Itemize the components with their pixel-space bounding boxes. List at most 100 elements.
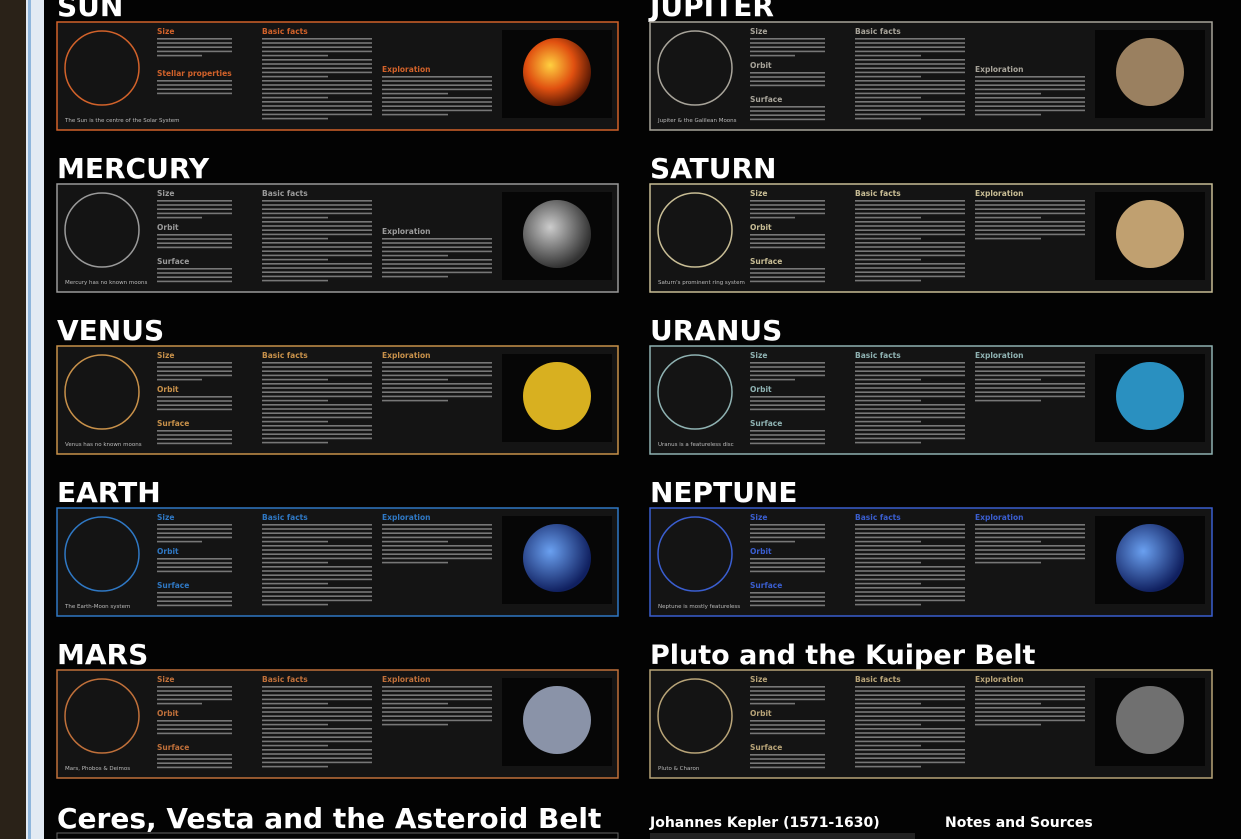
text-line — [382, 528, 492, 530]
text-line — [382, 374, 492, 377]
text-line — [975, 229, 1085, 231]
planet-title: SUN — [57, 0, 123, 23]
text-line — [157, 246, 232, 249]
text-line — [262, 67, 372, 69]
text-line — [750, 758, 825, 760]
text-line — [157, 374, 232, 377]
text-line — [157, 570, 232, 573]
text-line — [750, 604, 825, 607]
text-line — [262, 46, 372, 48]
section-label: Orbit — [157, 709, 179, 718]
text-line — [855, 686, 965, 688]
text-line — [750, 366, 825, 368]
section-label: Size — [750, 27, 767, 36]
text-line — [855, 574, 965, 576]
section-label: Size — [750, 189, 767, 198]
text-line — [157, 766, 232, 769]
section-label: Exploration — [975, 189, 1023, 198]
text-line — [157, 430, 232, 432]
text-line — [750, 766, 825, 769]
text-line — [382, 113, 448, 116]
text-line — [262, 686, 372, 688]
text-line — [855, 757, 965, 759]
text-line — [262, 113, 372, 116]
section-label: Size — [157, 27, 174, 36]
section-label: Size — [157, 513, 174, 522]
section-label: Basic facts — [855, 189, 901, 198]
text-line — [855, 96, 921, 99]
text-line — [750, 558, 825, 560]
text-line — [262, 366, 372, 368]
caption: The Earth-Moon system — [64, 604, 130, 610]
text-line — [157, 92, 232, 95]
text-line — [975, 109, 1085, 112]
section-label: Basic facts — [855, 351, 901, 360]
text-line — [975, 690, 1085, 692]
text-line — [262, 242, 372, 244]
text-line — [975, 532, 1085, 534]
text-line — [382, 686, 492, 688]
planet-outline — [657, 354, 733, 430]
text-line — [750, 216, 795, 219]
text-line — [975, 528, 1085, 530]
text-line — [855, 246, 965, 248]
text-line — [975, 698, 1085, 701]
text-line — [157, 280, 232, 283]
section-label: Exploration — [382, 675, 430, 684]
text-line — [855, 229, 965, 231]
section-label: Size — [750, 351, 767, 360]
text-line — [750, 408, 825, 411]
section-label: Orbit — [750, 709, 772, 718]
text-line — [262, 237, 328, 240]
text-line — [262, 258, 328, 261]
text-line — [382, 702, 448, 705]
text-line — [750, 80, 825, 82]
text-line — [855, 63, 965, 65]
text-line — [750, 46, 825, 48]
section-label: Size — [157, 189, 174, 198]
planet-outline — [64, 30, 140, 106]
text-line — [855, 366, 965, 368]
text-line — [157, 238, 232, 240]
planet-title: JUPITER — [648, 0, 774, 23]
section-label: Orbit — [750, 385, 772, 394]
text-line — [855, 46, 965, 48]
text-line — [975, 399, 1041, 402]
text-line — [262, 425, 372, 427]
text-line — [855, 254, 965, 257]
text-line — [157, 84, 232, 86]
text-line — [855, 50, 965, 53]
text-line — [750, 566, 825, 568]
text-line — [157, 724, 232, 726]
text-line — [262, 540, 328, 543]
text-line — [262, 566, 372, 568]
text-line — [262, 59, 372, 61]
text-line — [157, 604, 232, 607]
section-label: Size — [157, 675, 174, 684]
text-line — [750, 720, 825, 722]
text-line — [855, 540, 921, 543]
text-line — [975, 225, 1085, 227]
section-label: Orbit — [157, 547, 179, 556]
section-label: Orbit — [157, 223, 179, 232]
text-line — [157, 528, 232, 530]
text-line — [262, 599, 372, 602]
text-line — [382, 690, 492, 692]
text-line — [855, 715, 965, 717]
text-line — [750, 404, 825, 406]
text-line — [855, 416, 965, 419]
text-line — [975, 92, 1041, 95]
text-line — [262, 216, 328, 219]
text-line — [975, 545, 1085, 547]
planet-title: VENUS — [57, 314, 164, 347]
text-line — [855, 67, 965, 69]
text-line — [382, 267, 492, 269]
text-line — [262, 595, 372, 597]
text-line — [855, 42, 965, 44]
text-line — [975, 387, 1085, 389]
text-line — [382, 694, 492, 696]
text-line — [382, 242, 492, 244]
text-line — [382, 395, 492, 398]
text-line — [262, 101, 372, 103]
text-line — [975, 366, 1085, 368]
